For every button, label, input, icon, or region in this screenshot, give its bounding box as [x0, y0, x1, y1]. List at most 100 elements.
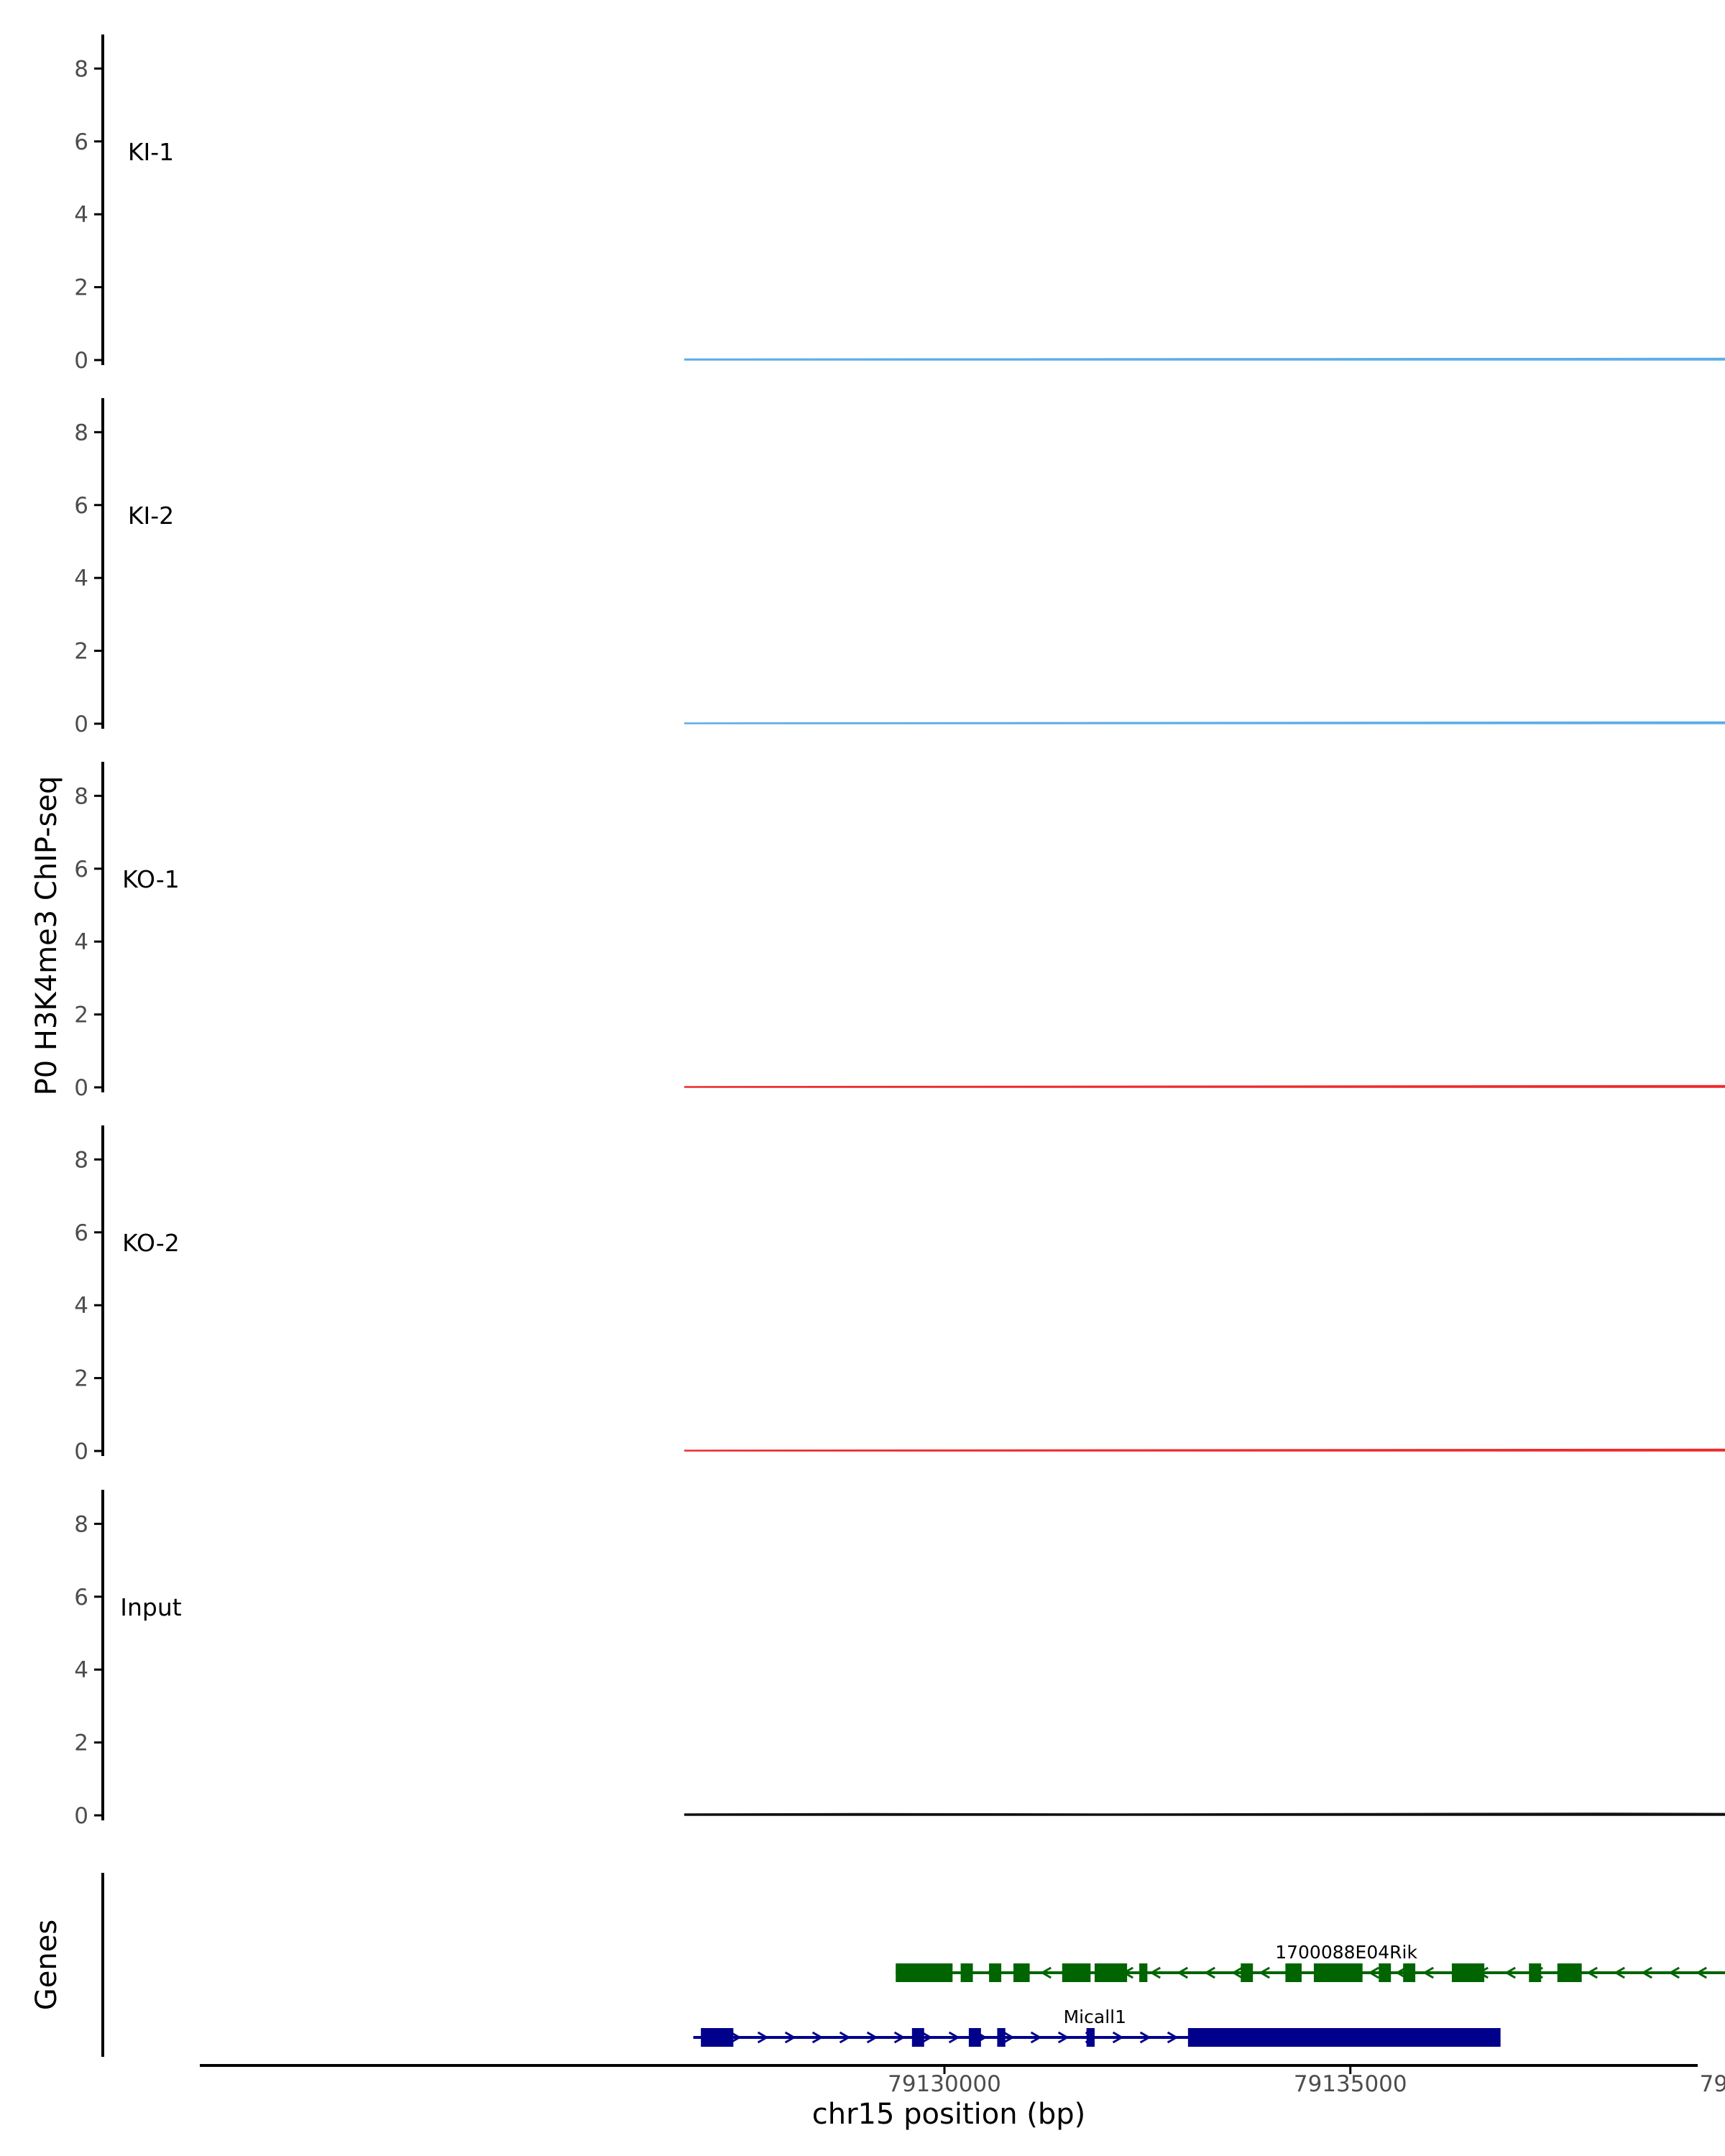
signal-tracks: 0 2 4 6 8 KI-1 0 2 4 6 8 KI-2 0 2 4 6 8 KO-1 0 2 4 6 8 KO-2 0 2 4 6… — [74, 34, 1725, 1829]
y-tick-label: 6 — [74, 1220, 88, 1246]
y-tick-label: 4 — [74, 1657, 88, 1683]
x-tick-label: 79140000 — [1700, 2071, 1725, 2097]
track-label: KO-2 — [122, 1229, 180, 1257]
x-axis: 79130000 79135000 79140000 — [200, 2064, 1725, 2097]
track-ko-2: 0 2 4 6 8 KO-2 — [74, 1125, 1725, 1465]
exon — [1139, 1963, 1148, 1982]
track-label: KO-1 — [122, 865, 180, 893]
strand-arrow — [784, 2031, 796, 2044]
signal-area — [684, 721, 1725, 724]
exon — [1313, 1963, 1363, 1982]
signal-area — [684, 1812, 1725, 1816]
strand-arrow — [1167, 2031, 1179, 2044]
exon — [1086, 2028, 1095, 2047]
exon — [1285, 1963, 1302, 1982]
gene-track: Polr2f1700088E04RikMicall1 — [101, 1873, 1725, 2057]
signal-area — [684, 357, 1725, 361]
track-ki-2: 0 2 4 6 8 KI-2 — [74, 398, 1725, 737]
y-tick-label: 6 — [74, 857, 88, 883]
exon — [1379, 1963, 1392, 1982]
strand-arrow — [1149, 1966, 1161, 1979]
strand-arrow — [1504, 1966, 1516, 1979]
y-tick-label: 8 — [74, 420, 88, 446]
y-tick-label: 4 — [74, 202, 88, 228]
strand-arrow — [866, 2031, 878, 2044]
y-tick-label: 2 — [74, 1003, 88, 1028]
track-label: KI-2 — [128, 502, 174, 530]
strand-arrow — [1112, 2031, 1124, 2044]
exon — [1529, 1963, 1542, 1982]
strand-arrow — [1040, 1966, 1052, 1979]
y-tick-label: 2 — [74, 1366, 88, 1392]
strand-arrow — [1586, 1966, 1598, 1979]
y-tick-label: 8 — [74, 783, 88, 809]
strand-arrow — [1204, 1966, 1215, 1979]
strand-arrow — [730, 2031, 742, 2044]
y-tick-label: 4 — [74, 929, 88, 955]
exon — [989, 1963, 1002, 1982]
exon — [701, 2028, 734, 2047]
gene-name-label: 1700088E04Rik — [1275, 1942, 1417, 1963]
x-tick-label: 79130000 — [888, 2071, 1001, 2097]
exon — [1187, 2028, 1501, 2047]
y-tick-label: 0 — [74, 1803, 88, 1829]
strand-arrow — [1259, 1966, 1270, 1979]
strand-arrow — [1368, 1966, 1379, 1979]
exon — [960, 1963, 973, 1982]
track-ki-1: 0 2 4 6 8 KI-1 — [74, 34, 1725, 374]
exon — [1557, 1963, 1582, 1982]
exon — [896, 1963, 953, 1982]
strand-arrow — [1177, 1966, 1188, 1979]
signal-area — [684, 1448, 1725, 1452]
x-tick-label: 79135000 — [1294, 2071, 1407, 2097]
y-tick-label: 8 — [74, 1511, 88, 1537]
y-tick-label: 6 — [74, 129, 88, 155]
exon — [997, 2028, 1006, 2047]
strand-arrow — [1614, 1966, 1625, 1979]
y-tick-label: 8 — [74, 1147, 88, 1173]
gene-1700088e04rik: 1700088E04Rik — [896, 1942, 1725, 1982]
exon — [1451, 1963, 1485, 1982]
y-tick-label: 6 — [74, 1585, 88, 1611]
track-label: Input — [120, 1593, 182, 1621]
strand-arrow — [893, 2031, 906, 2044]
gene-micall1: Micall1 — [693, 2007, 1501, 2047]
strand-arrow — [1057, 2031, 1070, 2044]
exon — [1094, 1963, 1128, 1982]
y-tick-label: 0 — [74, 711, 88, 737]
x-axis-title: chr15 position (bp) — [812, 2098, 1086, 2131]
y-tick-label: 0 — [74, 348, 88, 374]
signal-area — [684, 1084, 1725, 1088]
y-tick-label: 2 — [74, 639, 88, 665]
strand-arrow — [1422, 1966, 1434, 1979]
strand-arrow — [757, 2031, 769, 2044]
exon — [911, 2028, 924, 2047]
y-tick-label: 4 — [74, 566, 88, 591]
exon — [1013, 1963, 1030, 1982]
strand-arrow — [948, 2031, 960, 2044]
exon — [968, 2028, 981, 2047]
genes-track-title: Genes — [30, 1920, 63, 2010]
strand-arrow — [1030, 2031, 1042, 2044]
strand-arrow — [1668, 1966, 1680, 1979]
y-tick-label: 0 — [74, 1075, 88, 1101]
y-tick-label: 2 — [74, 275, 88, 301]
strand-arrow — [1003, 2031, 1015, 2044]
y-tick-label: 8 — [74, 56, 88, 82]
y-tick-label: 6 — [74, 493, 88, 519]
exon — [1062, 1963, 1091, 1982]
strand-arrow — [1641, 1966, 1652, 1979]
strand-arrow — [1231, 1966, 1243, 1979]
track-input: 0 2 4 6 8 Input — [74, 1490, 1725, 1829]
strand-arrow — [1696, 1966, 1707, 1979]
y-axis-title: P0 H3K4me3 ChIP-seq — [30, 776, 63, 1096]
exon — [1241, 1963, 1254, 1982]
gene-name-label: Micall1 — [1064, 2007, 1126, 2027]
y-tick-label: 2 — [74, 1731, 88, 1756]
strand-arrow — [811, 2031, 824, 2044]
track-ko-1: 0 2 4 6 8 KO-1 — [74, 762, 1725, 1101]
strand-arrow — [921, 2031, 933, 2044]
y-tick-label: 0 — [74, 1439, 88, 1465]
strand-arrow — [839, 2031, 851, 2044]
